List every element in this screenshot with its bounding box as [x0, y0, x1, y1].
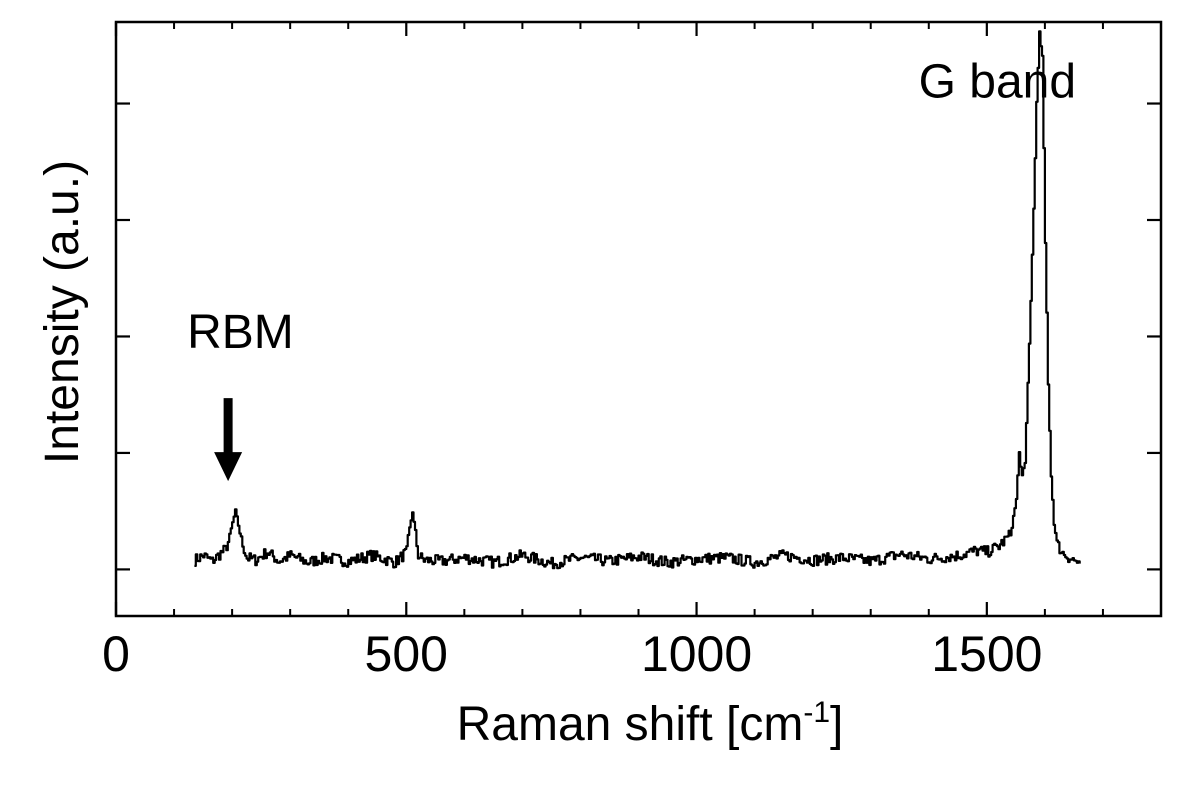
rbm-arrow-head	[214, 452, 243, 482]
g-band-annotation: G band	[919, 56, 1076, 109]
x-axis-title-end: ]	[830, 698, 843, 751]
y-ticks	[116, 102, 1161, 571]
y-axis-title: Intensity (a.u.)	[36, 160, 89, 464]
x-tick-labels: 0 500 1000 1500	[102, 626, 1042, 682]
x-tick-label: 500	[365, 626, 448, 682]
x-tick-label: 0	[102, 626, 130, 682]
x-axis-title-superscript: -1	[803, 696, 830, 729]
x-tick-label: 1000	[641, 626, 752, 682]
x-tick-label: 1500	[931, 626, 1042, 682]
rbm-annotation: RBM	[187, 306, 294, 359]
x-major-ticks	[114, 22, 988, 616]
x-axis-title-main: Raman shift [cm	[457, 698, 804, 751]
x-minor-ticks	[173, 22, 1104, 616]
x-axis-title: Raman shift [cm-1]	[457, 696, 844, 751]
spectrum-line	[194, 30, 1081, 570]
annotations: RBM G band	[187, 56, 1076, 482]
